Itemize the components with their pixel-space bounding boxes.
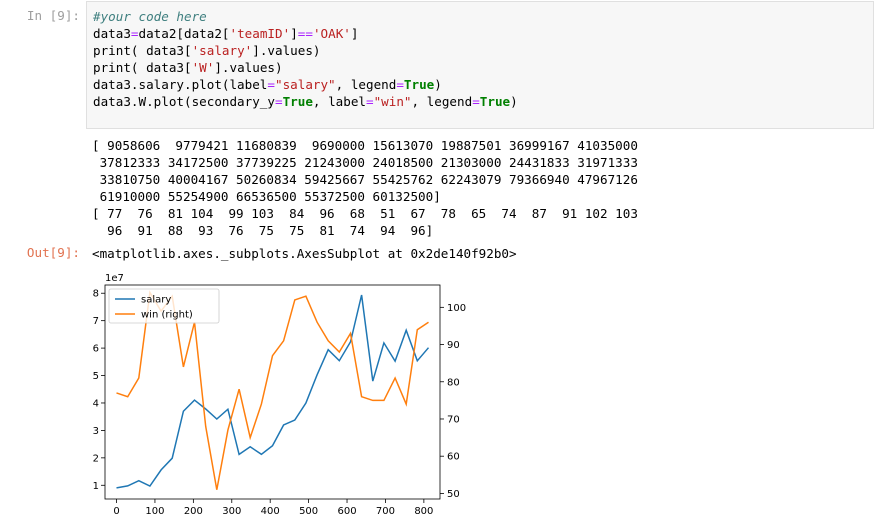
code-token: == [297,26,313,41]
y2-tick-label: 100 [447,303,466,314]
code-token: ].values) [252,43,321,58]
y-tick-label: 8 [93,289,99,300]
code-token: print( data3[ [93,60,192,75]
code-token: 'salary' [191,43,253,58]
code-token: data3 [93,26,131,41]
code-token: = [366,94,374,109]
code-token: ] [350,26,359,41]
code-line: data3.W.plot(secondary_y=True, label="wi… [93,93,867,110]
x-tick-label: 0 [113,506,119,517]
code-token: True [282,94,313,109]
code-token: ) [434,77,442,92]
x-tick-label: 100 [145,506,164,517]
code-token: data3.salary.plot(label [93,77,268,92]
code-token: True [403,77,435,92]
y2-tick-label: 50 [447,489,460,500]
y-tick-label: 7 [93,316,99,327]
code-token: ] [290,26,298,41]
plot-figure: 0 100 200 300 400 500 600 700 800 1 2 3 4 5 6 7 8 50 60 70 8… [93,273,466,517]
code-token: data2[data2[ [138,26,230,41]
code-token: True [479,94,511,109]
y-tick-label: 4 [93,398,99,409]
stdout-line: [ 9058606 9779421 11680839 9690000 15613… [92,138,638,153]
code-line: data3.salary.plot(label="salary", legend… [93,76,867,93]
stdout-output: [ 9058606 9779421 11680839 9690000 15613… [92,137,638,239]
y-offset-label: 1e7 [105,273,124,284]
plot-frame [104,284,441,500]
code-line: print( data3['salary'].values) [93,42,867,59]
code-editor[interactable]: #your code here data3=data2[data2['teamID… [86,1,874,129]
out-prompt: Out[9]: [26,245,80,260]
code-token: ) [510,94,518,109]
code-token: 'W' [191,60,215,75]
stdout-line: 37812333 34172500 37739225 21243000 2401… [92,155,638,170]
y2-tick-label: 60 [447,452,460,463]
legend-box [108,288,220,324]
code-token: = [267,77,275,92]
x-tick-label: 400 [261,506,280,517]
code-line: print( data3['W'].values) [93,59,867,76]
code-token: "win" [373,94,412,109]
code-token: = [274,94,283,109]
code-token: ].values) [214,60,283,75]
code-token: , label [312,94,366,109]
code-token: "salary" [274,77,336,92]
x-tick-label: 500 [299,506,318,517]
code-token: = [472,94,480,109]
stdout-line: 33810750 40004167 50260834 59425667 5542… [92,172,638,187]
code-line: data3=data2[data2['teamID']=='OAK'] [93,25,867,42]
stdout-line: 96 91 88 93 76 75 75 81 74 94 96] [92,223,434,238]
code-token: data3.W.plot(secondary_y [93,94,275,109]
code-line: #your code here [93,8,867,25]
y2-tick-label: 80 [447,377,460,388]
stdout-line: [ 77 76 81 104 99 103 84 96 68 51 67 78 … [92,206,638,221]
code-token: 'OAK' [312,26,351,41]
legend-label: salary [141,295,171,306]
code-token: = [130,26,139,41]
legend-label: win (right) [141,310,193,321]
result-repr: <matplotlib.axes._subplots.AxesSubplot a… [92,246,517,261]
y2-tick-label: 90 [447,340,460,351]
y-tick-label: 3 [93,426,99,437]
code-token: = [396,77,404,92]
in-prompt: In [9]: [26,8,80,23]
y-tick-label: 2 [93,453,99,464]
code-token: print( data3[ [93,43,192,58]
code-token: #your code here [93,9,207,24]
y-tick-label: 6 [93,344,99,355]
x-tick-label: 800 [414,506,433,517]
series-line-0 [116,294,430,489]
y-tick-label: 1 [93,481,99,492]
x-tick-label: 300 [222,506,241,517]
code-token: , legend [335,77,397,92]
stdout-line: 61910000 55254900 66536500 55372500 6013… [92,189,441,204]
x-tick-label: 700 [376,506,395,517]
x-tick-label: 600 [337,506,356,517]
y2-tick-label: 70 [447,414,460,425]
code-token: 'teamID' [229,26,291,41]
y-tick-label: 5 [93,371,99,382]
x-tick-label: 200 [184,506,203,517]
code-token: , legend [411,94,473,109]
